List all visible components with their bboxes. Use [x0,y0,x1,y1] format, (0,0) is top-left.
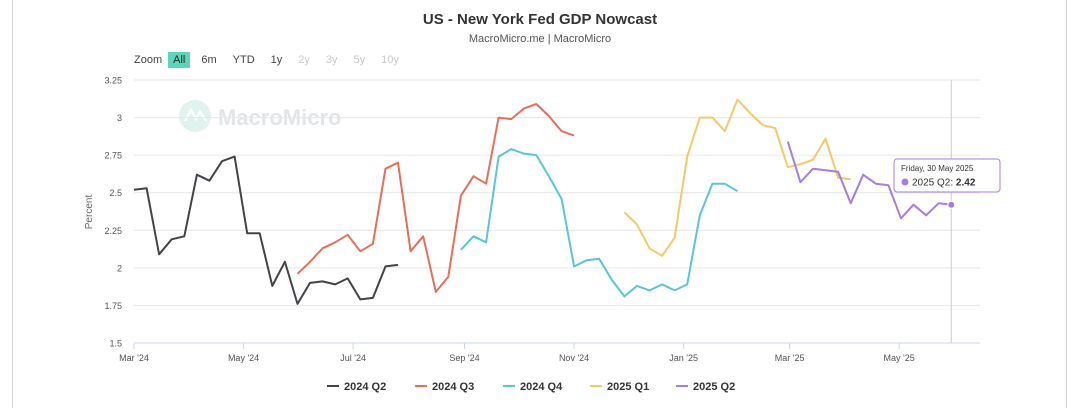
x-tick-label: Jul '24 [340,353,366,363]
x-tick-label: May '25 [884,353,915,363]
x-tick-label: Mar '24 [119,353,149,363]
watermark-logo-mark [183,107,208,122]
tooltip-series-marker [901,178,909,186]
legend-label: 2024 Q2 [344,381,386,393]
y-tick-label: 3 [117,113,122,123]
tooltip-value: 2.42 [956,178,976,189]
zoom-button-3y[interactable]: 3y [325,54,338,66]
legend: 2024 Q2 2024 Q3 2024 Q4 2025 Q1 2025 Q2 [327,381,735,393]
x-tick-label: Jan '25 [669,353,698,363]
y-tick-label: 2 [117,263,122,273]
zoom-button-6m[interactable]: 6m [201,54,217,66]
y-tick-label: 3.25 [104,76,122,86]
y-tick-label: 2.25 [104,226,122,236]
series-line-2025-q2[interactable] [786,141,952,220]
legend-label: 2024 Q3 [432,381,474,393]
series-line-2024-q2[interactable] [133,155,399,305]
zoom-button-ytd[interactable]: YTD [232,54,255,66]
legend-label: 2025 Q2 [693,381,735,393]
tooltip-date: Friday, 30 May 2025 [901,164,974,173]
y-tick-label: 2.5 [109,188,122,198]
zoom-buttons: All 6m YTD 1y 2y 3y 5y 10y [162,52,404,68]
y-tick-label: 2.75 [104,151,122,161]
legend-item-2024-q4[interactable]: 2024 Q4 [503,381,563,393]
tooltip-box [893,158,1001,193]
legend-label: 2024 Q4 [520,381,563,393]
series-line-2024-q4[interactable] [460,148,739,298]
frame-right-border [1066,0,1067,408]
legend-item-2024-q2[interactable]: 2024 Q2 [327,381,386,393]
hover-point-marker [947,200,956,209]
zoom-controls: Zoom All 6m YTD 1y 2y 3y 5y 10y [134,52,404,68]
x-tick-label: Nov '24 [559,353,589,363]
zoom-button-1y[interactable]: 1y [270,54,283,66]
legend-item-2025-q1[interactable]: 2025 Q1 [590,381,649,393]
y-tick-label: 1.75 [104,301,122,311]
x-tick-label: Sep '24 [449,353,479,363]
y-tick-label: 1.5 [109,339,122,349]
legend-label: 2025 Q1 [607,381,649,393]
tooltip: Friday, 30 May 2025 2025 Q2: 2.42 [893,158,1001,193]
y-axis-title: Percent [84,195,95,230]
series-line-2024-q3[interactable] [296,103,575,293]
x-tick-label: May '24 [228,353,259,363]
tooltip-series-name: 2025 Q2: [912,178,956,189]
zoom-button-10y[interactable]: 10y [381,54,399,66]
frame-left-border [12,0,13,408]
zoom-button-5y[interactable]: 5y [353,54,366,66]
tooltip-value-line: 2025 Q2: 2.42 [912,178,976,189]
zoom-button-all[interactable]: All [168,52,191,68]
legend-item-2025-q2[interactable]: 2025 Q2 [676,381,735,393]
x-tick-label: Mar '25 [775,353,805,363]
series-line-2025-q1[interactable] [623,98,851,257]
legend-item-2024-q3[interactable]: 2024 Q3 [415,381,474,393]
zoom-button-2y[interactable]: 2y [298,54,310,66]
chart-title: US - New York Fed GDP Nowcast [422,11,658,28]
chart-subtitle: MacroMicro.me | MacroMicro [468,33,612,45]
watermark: MacroMicro [179,100,341,132]
zoom-label: Zoom [134,54,163,66]
